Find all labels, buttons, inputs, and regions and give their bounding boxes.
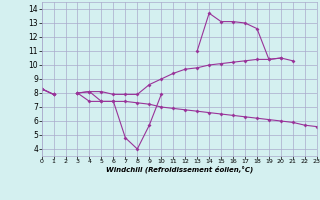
X-axis label: Windchill (Refroidissement éolien,°C): Windchill (Refroidissement éolien,°C) <box>106 166 253 173</box>
